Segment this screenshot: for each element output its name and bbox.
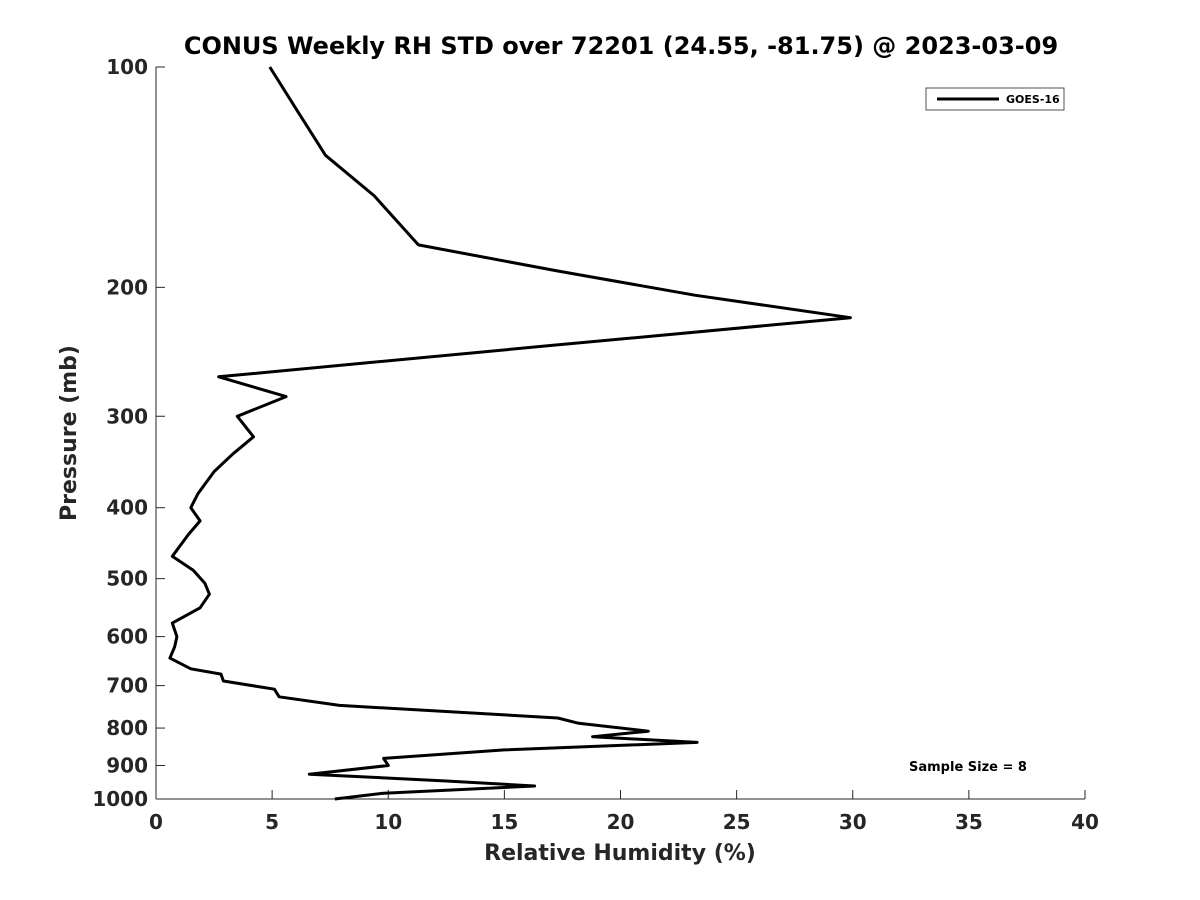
- series-line-goes-16: [168, 66, 852, 801]
- chart-title: CONUS Weekly RH STD over 72201 (24.55, -…: [184, 32, 1058, 60]
- y-tick-label: 1000: [92, 787, 148, 811]
- y-tick-label: 900: [106, 754, 148, 778]
- x-tick-label: 40: [1071, 810, 1099, 834]
- y-tick-label: 200: [106, 275, 148, 299]
- y-tick-label: 600: [106, 625, 148, 649]
- x-tick-label: 25: [723, 810, 751, 834]
- x-tick-label: 30: [839, 810, 867, 834]
- y-tick-label: 400: [106, 496, 148, 520]
- series-group: [168, 66, 852, 801]
- y-tick-label: 500: [106, 567, 148, 591]
- legend-label-goes16: GOES-16: [1006, 93, 1060, 106]
- y-tick-label: 800: [106, 716, 148, 740]
- plot-area: [156, 67, 1085, 799]
- y-tick-label: 700: [106, 674, 148, 698]
- x-tick-label: 35: [955, 810, 983, 834]
- legend: GOES-16: [925, 87, 1065, 111]
- x-tick-label: 0: [149, 810, 163, 834]
- y-axis-ticks: 100 200 300 400 500 600 700 800 900 1000: [92, 55, 165, 811]
- x-tick-label: 20: [607, 810, 635, 834]
- y-axis-label: Pressure (mb): [57, 345, 82, 521]
- sample-size-annotation: Sample Size = 8: [909, 760, 1027, 775]
- y-tick-label: 300: [106, 404, 148, 428]
- x-tick-label: 15: [490, 810, 518, 834]
- y-tick-label: 100: [106, 55, 148, 79]
- x-axis-label: Relative Humidity (%): [484, 841, 756, 866]
- x-tick-label: 5: [265, 810, 279, 834]
- x-axis-ticks: 0 5 10 15 20 25 30 35 40: [149, 790, 1099, 834]
- x-tick-label: 10: [374, 810, 402, 834]
